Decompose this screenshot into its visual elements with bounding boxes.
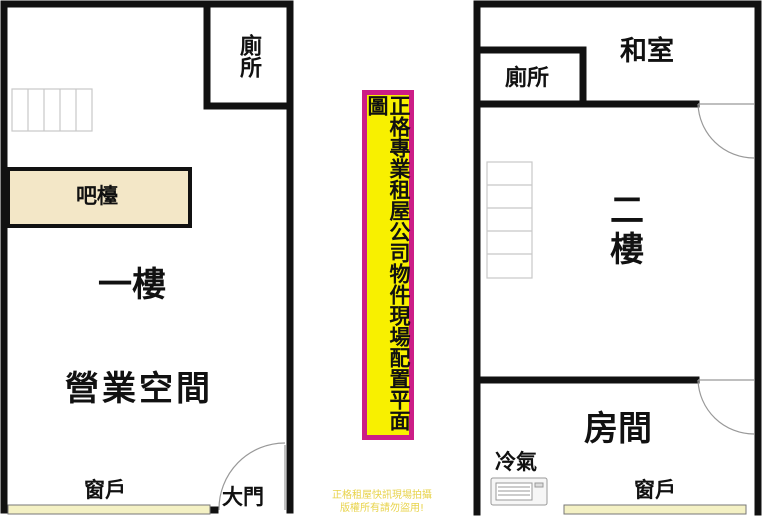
aircon-label: 冷氣: [495, 450, 537, 474]
bar-label: 吧檯: [76, 184, 118, 208]
watermark-line-2: 版權所有請勿盜用!: [339, 503, 424, 514]
business-space-label: 營業空間: [65, 369, 213, 409]
watermark: 正格租屋快訊現場拍攝 版權所有請勿盜用!: [312, 489, 452, 515]
title-banner: 正格專業租屋公司物件現場配置平面圖: [362, 90, 414, 440]
left-floor-walls: [0, 0, 294, 514]
right-window: [563, 504, 747, 515]
main-door-swing: [218, 442, 286, 511]
bedroom-label: 房間: [584, 409, 652, 449]
left-window: [7, 504, 211, 515]
right-toilet-label: 廁所: [505, 66, 550, 91]
japanese-room-door-swing: [697, 103, 755, 159]
left-stairs: [11, 88, 93, 132]
left-toilet-label: 廁所: [236, 34, 261, 78]
floor-1-label: 一樓: [98, 265, 166, 305]
japanese-room-label: 和室: [620, 36, 674, 67]
floor-2-label-bottom: 樓: [610, 230, 644, 270]
banner-title: 正格專業租屋公司物件現場配置平面圖: [365, 95, 412, 431]
bedroom-door-swing: [697, 379, 755, 435]
left-window-label: 窗戶: [84, 478, 126, 502]
bar-counter: [6, 167, 192, 228]
aircon-unit: [490, 477, 548, 506]
right-floor-walls: [473, 0, 762, 516]
floor-2-label-top: 二: [610, 191, 644, 231]
main-door-label: 大門: [222, 485, 264, 509]
right-stairs: [486, 161, 533, 279]
right-window-label: 窗戶: [634, 478, 676, 502]
watermark-line-1: 正格租屋快訊現場拍攝: [332, 490, 432, 501]
